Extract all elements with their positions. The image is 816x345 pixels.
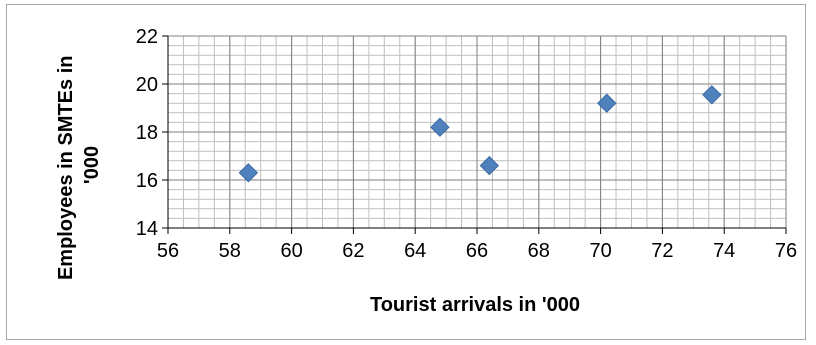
data-point: [239, 164, 257, 182]
y-axis-title: Employees in SMTEs in '000: [55, 50, 103, 280]
x-tick-labels: 56 58 60 62 64 66 68 70 72 74 76: [157, 240, 797, 262]
data-point: [703, 86, 721, 104]
x-tick-label: 64: [404, 240, 426, 262]
x-tick-label: 60: [280, 240, 302, 262]
y-tick-label: 18: [136, 122, 158, 144]
x-tick-label: 74: [713, 240, 735, 262]
y-axis-title-line-1: Employees in SMTEs in: [55, 56, 77, 281]
y-axis-title-line-2: '000: [81, 146, 103, 184]
x-tick-label: 70: [589, 240, 611, 262]
x-tick-label: 58: [219, 240, 241, 262]
x-tick-label: 76: [775, 240, 797, 262]
axes: [162, 36, 786, 234]
x-tick-label: 72: [651, 240, 673, 262]
x-tick-label: 66: [466, 240, 488, 262]
y-tick-label: 20: [136, 74, 158, 96]
y-tick-labels: 14 16 18 20 22: [136, 26, 158, 240]
grid: [168, 36, 786, 228]
x-axis-title: Tourist arrivals in '000: [370, 294, 580, 316]
x-tick-label: 62: [342, 240, 364, 262]
x-tick-label: 56: [157, 240, 179, 262]
y-tick-label: 14: [136, 218, 158, 240]
data-point: [480, 157, 498, 175]
data-points: [239, 86, 721, 182]
x-tick-label: 68: [528, 240, 550, 262]
y-tick-label: 22: [136, 26, 158, 48]
y-tick-label: 16: [136, 170, 158, 192]
